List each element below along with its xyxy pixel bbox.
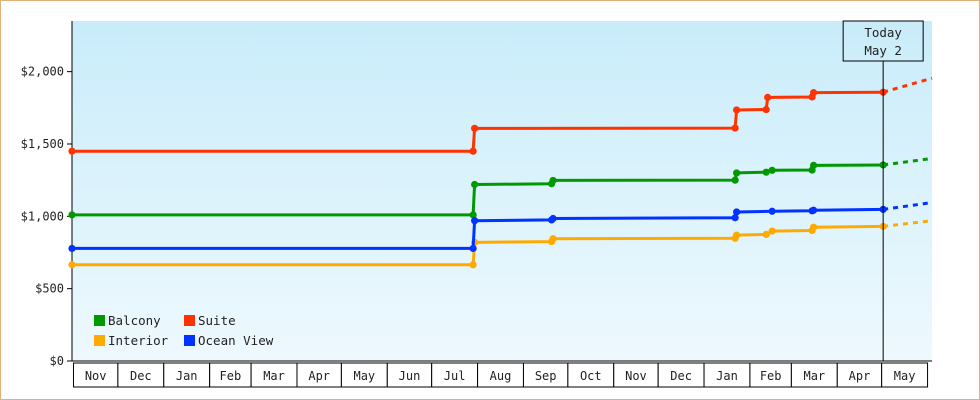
legend-swatch — [184, 335, 195, 346]
legend-label: Balcony — [108, 313, 161, 328]
data-point — [469, 261, 477, 269]
month-cell — [522, 362, 569, 388]
x-tick-label: Jul — [444, 369, 466, 383]
month-cell — [296, 362, 342, 388]
y-axis: $0 $500 $1,000 $1,500 $2,000 — [21, 21, 73, 368]
data-point — [768, 166, 776, 174]
series-suite — [68, 76, 933, 155]
data-point — [731, 214, 739, 222]
month-cell — [431, 362, 479, 388]
legend-label: Ocean View — [198, 333, 274, 348]
data-point — [762, 230, 770, 239]
x-tick-label: Mar — [803, 369, 825, 383]
projection-line — [882, 219, 933, 228]
data-point — [768, 227, 776, 235]
data-point — [471, 180, 479, 189]
x-tick-label: Dec — [130, 369, 152, 383]
month-cell — [749, 362, 792, 388]
y-tick-label: $1,000 — [21, 209, 64, 223]
today-marker: Today May 2 — [842, 20, 924, 361]
data-point — [731, 176, 739, 184]
x-tick-label: Apr — [849, 369, 871, 383]
month-cell — [117, 362, 165, 388]
data-point — [733, 169, 741, 177]
data-point — [762, 105, 770, 114]
legend-swatch — [94, 335, 105, 346]
legend-swatch — [184, 315, 195, 326]
x-tick-label: Apr — [308, 369, 330, 383]
data-point — [764, 93, 772, 101]
x-tick-label: Feb — [220, 369, 242, 383]
today-label: Today — [864, 25, 902, 40]
series-layer — [68, 76, 933, 269]
legend-label: Suite — [198, 313, 236, 328]
data-point — [809, 89, 818, 97]
x-tick-label: Feb — [760, 369, 782, 383]
data-point — [809, 223, 818, 231]
x-tick-label: Nov — [625, 369, 647, 383]
x-tick-label: Nov — [85, 369, 107, 383]
data-point — [809, 161, 818, 169]
data-point — [469, 244, 477, 253]
data-point — [731, 124, 739, 132]
today-date: May 2 — [864, 43, 902, 58]
projection-line — [882, 76, 933, 94]
x-tick-label: May — [894, 369, 916, 383]
projection-line — [882, 156, 933, 167]
data-point — [809, 206, 818, 214]
legend-label: Interior — [108, 333, 169, 348]
month-cell — [209, 362, 252, 388]
y-tick-label: $1,500 — [21, 137, 64, 151]
x-tick-label: Mar — [263, 369, 285, 383]
data-point — [549, 214, 557, 223]
x-tick-label: Dec — [670, 369, 692, 383]
data-point — [768, 207, 776, 215]
x-tick-label: Aug — [490, 369, 512, 383]
today-box — [842, 20, 924, 62]
month-cell — [790, 362, 838, 388]
data-point — [469, 147, 477, 155]
data-point — [762, 168, 770, 176]
month-cell — [613, 362, 659, 388]
data-point — [68, 211, 76, 219]
data-point — [549, 235, 557, 243]
month-cell — [657, 362, 705, 388]
data-point — [733, 231, 741, 239]
data-point — [733, 208, 741, 216]
data-point — [68, 244, 76, 253]
data-point — [68, 147, 76, 155]
plot-background — [72, 21, 932, 361]
month-cell — [881, 362, 929, 388]
x-tick-label: Jun — [399, 369, 421, 383]
y-tick-label: $0 — [50, 354, 64, 368]
data-point — [471, 217, 479, 225]
month-cell — [250, 362, 298, 388]
legend-swatch — [94, 315, 105, 326]
data-point — [471, 124, 479, 132]
x-tick-label: Oct — [580, 369, 602, 383]
data-point — [733, 106, 741, 114]
month-cell — [72, 362, 119, 388]
y-tick-label: $2,000 — [21, 65, 64, 79]
x-tick-label: Jan — [716, 369, 738, 383]
data-point — [68, 261, 76, 269]
x-tick-label: Sep — [535, 369, 557, 383]
x-tick-label: Jan — [176, 369, 198, 383]
x-tick-label: May — [353, 369, 375, 383]
data-point — [549, 176, 557, 185]
month-cell — [163, 362, 211, 388]
x-axis: Nov Dec Jan Feb Mar Apr May Jun Jul Aug Sep Oct Nov D… — [72, 360, 932, 388]
projection-line — [882, 201, 933, 211]
data-point — [469, 211, 477, 219]
y-tick-label: $500 — [35, 282, 64, 296]
chart-legend: Balcony Suite Interior Ocean View — [94, 313, 274, 348]
